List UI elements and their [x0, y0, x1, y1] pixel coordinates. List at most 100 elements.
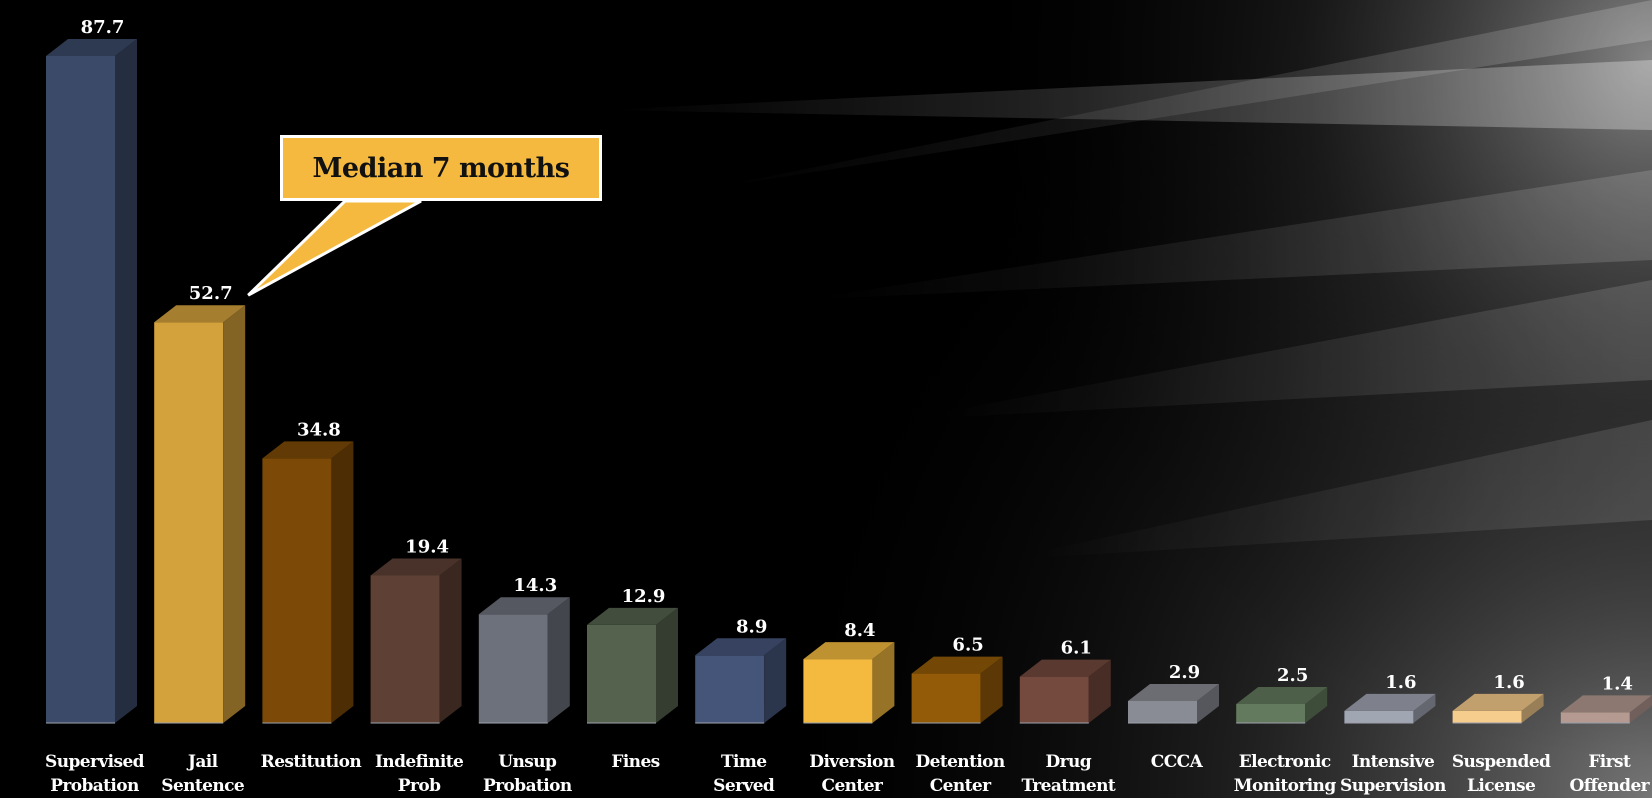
bar-top — [1019, 659, 1111, 677]
callout-text: Median 7 months — [312, 152, 570, 184]
value-label: 1.6 — [1493, 672, 1524, 693]
category-label: Center — [822, 776, 884, 796]
bar-side — [1305, 686, 1328, 723]
value-label: 2.9 — [1169, 662, 1200, 683]
bar-top — [154, 305, 246, 323]
bar-11 — [1128, 683, 1219, 724]
bar-front — [46, 56, 115, 723]
bar-top — [587, 607, 678, 625]
bar-side — [1521, 693, 1544, 723]
value-label: 6.5 — [952, 635, 983, 656]
bar-front — [154, 322, 224, 723]
bar-front — [911, 673, 981, 723]
bar-front — [1344, 710, 1414, 723]
category-label: Offender — [1570, 776, 1651, 796]
value-label: 12.9 — [622, 586, 666, 607]
value-label: 1.6 — [1385, 672, 1416, 693]
category-label: License — [1467, 776, 1536, 796]
bar-3 — [262, 441, 354, 724]
callout-pointer — [247, 199, 422, 297]
category-label: Unsup — [498, 752, 557, 772]
category-label: Monitoring — [1234, 776, 1337, 796]
bar-top — [1128, 683, 1219, 701]
bar-side — [1088, 659, 1111, 723]
bar-side — [1629, 695, 1652, 723]
bar-top — [1344, 693, 1436, 711]
bar-side — [331, 441, 354, 723]
category-label: Treatment — [1021, 776, 1115, 796]
bar-top — [803, 642, 895, 660]
category-label: Sentence — [161, 776, 245, 796]
bar-front — [695, 655, 765, 723]
bar-front — [478, 614, 548, 723]
bar-side — [547, 597, 570, 723]
value-label: 52.7 — [189, 283, 233, 304]
bar-top — [1236, 686, 1328, 704]
bar-12 — [1236, 686, 1328, 724]
value-label: 8.9 — [736, 616, 767, 637]
category-label: Restitution — [261, 752, 362, 772]
value-label: 87.7 — [81, 17, 125, 38]
bar-2 — [154, 305, 246, 724]
category-label: Served — [713, 776, 775, 796]
category-label: Indefinite — [375, 752, 464, 772]
bar-4 — [370, 558, 462, 724]
category-label: Fines — [611, 752, 659, 772]
bar-top — [1560, 695, 1652, 713]
value-label: 6.1 — [1061, 638, 1092, 659]
bar-13 — [1344, 693, 1436, 724]
bar-side — [439, 558, 462, 723]
bar-front — [1560, 712, 1630, 723]
bar-front — [370, 575, 440, 723]
category-label: Center — [930, 776, 992, 796]
median-callout: Median 7 months — [280, 135, 602, 201]
bar-side — [1197, 683, 1219, 723]
category-label: Probation — [50, 776, 139, 796]
category-label: Intensive — [1352, 752, 1435, 772]
category-label: Detention — [915, 752, 1004, 772]
bar-front — [803, 659, 873, 723]
category-label: Drug — [1046, 752, 1092, 772]
bar-1 — [46, 39, 137, 724]
bar-9 — [911, 656, 1003, 724]
bar-front — [1452, 710, 1522, 723]
category-label: Electronic — [1239, 752, 1331, 772]
value-label: 2.5 — [1277, 665, 1308, 686]
category-label: Jail — [186, 752, 219, 772]
bar-top — [911, 656, 1003, 674]
value-label: 34.8 — [297, 419, 341, 440]
category-label: Prob — [398, 776, 441, 796]
category-label: Diversion — [809, 752, 894, 772]
category-label: Supervision — [1340, 776, 1446, 796]
bar-side — [115, 39, 137, 723]
value-label: 1.4 — [1602, 673, 1633, 694]
category-label: First — [1588, 752, 1631, 772]
bar-front — [1236, 703, 1306, 723]
bar-side — [1413, 693, 1436, 723]
bar-top — [478, 597, 570, 615]
bar-top — [695, 638, 787, 656]
value-label: 8.4 — [844, 620, 875, 641]
category-label: Time — [721, 752, 767, 772]
bar-5 — [478, 597, 570, 724]
bar-7 — [695, 638, 787, 724]
bar-15 — [1560, 695, 1652, 724]
bar-front — [1019, 676, 1089, 723]
bar-side — [764, 638, 787, 723]
category-label: Probation — [483, 776, 572, 796]
value-label: 19.4 — [405, 536, 449, 557]
value-label: 14.3 — [513, 575, 557, 596]
bar-top — [262, 441, 354, 459]
bar-top — [1452, 693, 1544, 711]
category-label: Suspended — [1452, 752, 1551, 772]
category-label: Supervised — [45, 752, 145, 772]
category-label: CCCA — [1151, 752, 1204, 772]
bar-top — [46, 39, 137, 56]
bar-8 — [803, 642, 895, 724]
bar-14 — [1452, 693, 1544, 724]
bar-top — [370, 558, 462, 576]
bar-side — [980, 656, 1003, 723]
